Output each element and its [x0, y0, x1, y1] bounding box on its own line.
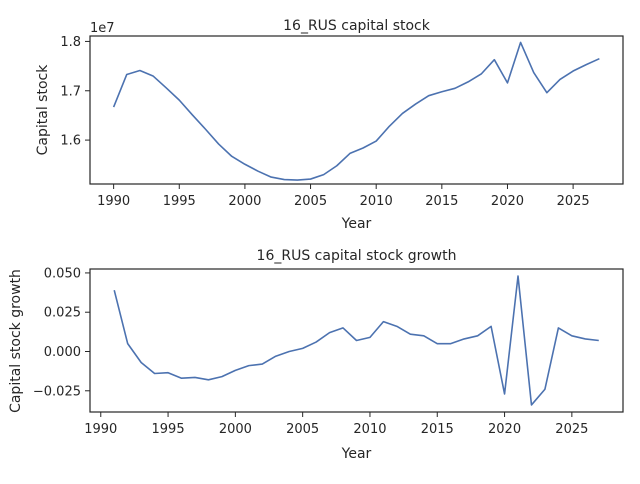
capital-stock-x-tick-label: 1995 — [163, 194, 196, 209]
capital-stock-growth-x-tick-label: 1990 — [84, 422, 117, 437]
capital-stock-x-tick-label: 2015 — [425, 194, 458, 209]
capital-stock-growth-x-tick-label: 2005 — [286, 422, 319, 437]
capital-stock-chart: 16_RUS capital stock Year Capital stock … — [35, 18, 624, 232]
capital-stock-growth-x-tick-label: 1995 — [152, 422, 185, 437]
capital-stock-y-tick-label: 1.7 — [60, 84, 81, 99]
capital-stock-growth-title: 16_RUS capital stock growth — [257, 248, 457, 264]
capital-stock-offset-label: 1e7 — [90, 21, 115, 36]
capital-stock-y-tick-label: 1.8 — [60, 35, 81, 50]
capital-stock-growth-y-ticks: −0.025 0.000 0.025 0.050 — [33, 266, 90, 399]
capital-stock-x-tick-label: 2020 — [491, 194, 524, 209]
capital-stock-growth-y-tick-label: −0.025 — [33, 384, 81, 399]
capital-stock-x-tick-label: 2005 — [294, 194, 327, 209]
capital-stock-plot-frame — [89, 35, 624, 185]
capital-stock-growth-x-ticks: 1990 1995 2000 2005 2010 2015 2020 2025 — [84, 412, 588, 437]
capital-stock-growth-x-tick-label: 2015 — [421, 422, 454, 437]
capital-stock-growth-x-tick-label: 2020 — [488, 422, 521, 437]
capital-stock-growth-y-tick-label: 0.025 — [44, 306, 81, 321]
capital-stock-growth-x-tick-label: 2025 — [555, 422, 588, 437]
capital-stock-series-line — [112, 41, 600, 181]
capital-stock-x-tick-label: 1990 — [97, 194, 130, 209]
capital-stock-y-axis-label: Capital stock — [35, 64, 51, 156]
capital-stock-x-tick-label: 2000 — [228, 194, 261, 209]
capital-stock-x-tick-label: 2010 — [360, 194, 393, 209]
capital-stock-growth-plot-frame — [89, 268, 624, 413]
capital-stock-y-tick-label: 1.6 — [60, 134, 81, 149]
capital-stock-title: 16_RUS capital stock — [283, 18, 431, 34]
capital-stock-growth-y-axis-label: Capital stock growth — [8, 269, 24, 413]
capital-stock-growth-x-axis-label: Year — [341, 446, 372, 462]
capital-stock-growth-y-tick-label: 0.000 — [44, 345, 81, 360]
capital-stock-y-ticks: 1.6 1.7 1.8 — [60, 35, 90, 149]
capital-stock-growth-x-tick-label: 2000 — [219, 422, 252, 437]
capital-stock-growth-x-tick-label: 2010 — [353, 422, 386, 437]
capital-stock-growth-chart: 16_RUS capital stock growth Year Capital… — [8, 248, 624, 462]
capital-stock-growth-y-tick-label: 0.050 — [44, 266, 81, 281]
capital-stock-growth-series-line — [113, 275, 599, 406]
capital-stock-x-tick-label: 2025 — [557, 194, 590, 209]
capital-stock-x-axis-label: Year — [341, 216, 372, 232]
capital-stock-x-ticks: 1990 1995 2000 2005 2010 2015 2020 2025 — [97, 184, 590, 209]
